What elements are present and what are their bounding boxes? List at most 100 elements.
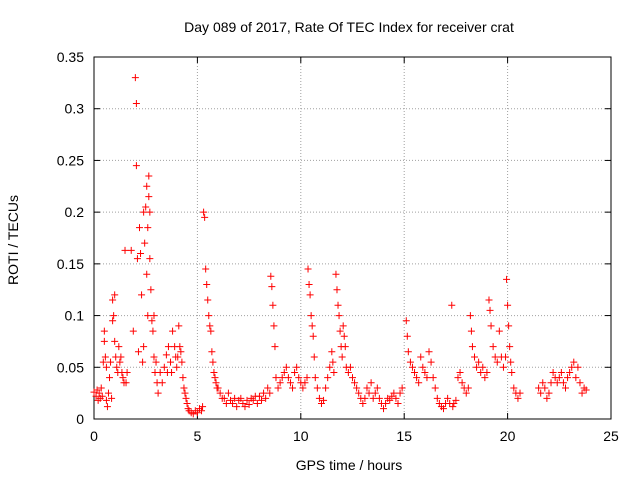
data-point xyxy=(539,379,547,387)
y-tick-label: 0.35 xyxy=(57,49,84,65)
data-point xyxy=(123,368,131,376)
data-point xyxy=(485,296,493,304)
data-point xyxy=(382,399,390,407)
data-point xyxy=(404,348,412,356)
data-point xyxy=(483,368,491,376)
data-point xyxy=(129,327,137,335)
data-point xyxy=(284,374,292,382)
data-point xyxy=(477,368,485,376)
data-point xyxy=(328,348,336,356)
data-point xyxy=(545,389,553,397)
x-tick-label: 5 xyxy=(194,428,202,444)
data-point xyxy=(280,368,288,376)
data-point xyxy=(233,403,241,411)
data-point xyxy=(514,394,522,402)
data-point xyxy=(198,407,206,415)
data-point xyxy=(278,374,286,382)
data-point xyxy=(578,389,586,397)
data-point xyxy=(260,389,268,397)
data-point xyxy=(141,239,149,247)
data-point xyxy=(454,374,462,382)
data-point xyxy=(169,327,177,335)
data-point xyxy=(439,405,447,413)
data-point xyxy=(116,358,124,366)
data-point xyxy=(431,384,439,392)
y-tick-label: 0.3 xyxy=(65,101,85,117)
y-tick-label: 0.1 xyxy=(65,308,85,324)
data-point xyxy=(549,368,557,376)
data-point xyxy=(150,353,158,361)
data-point xyxy=(310,353,318,361)
data-point xyxy=(359,399,367,407)
data-point xyxy=(147,286,155,294)
data-point xyxy=(495,327,503,335)
data-point xyxy=(535,384,543,392)
data-point xyxy=(115,343,123,351)
data-point xyxy=(303,374,311,382)
data-point xyxy=(253,399,261,407)
data-point xyxy=(425,348,433,356)
data-point xyxy=(346,363,354,371)
data-point xyxy=(341,343,349,351)
data-point xyxy=(504,301,512,309)
data-point xyxy=(458,379,466,387)
data-point xyxy=(117,353,125,361)
data-point xyxy=(499,363,507,371)
data-point xyxy=(334,301,342,309)
data-point xyxy=(506,343,514,351)
data-point xyxy=(139,358,147,366)
data-point xyxy=(264,384,272,392)
data-point xyxy=(562,384,570,392)
x-axis-title: GPS time / hours xyxy=(296,457,403,473)
data-point xyxy=(330,368,338,376)
data-point xyxy=(108,394,116,402)
data-point xyxy=(201,213,209,221)
data-point xyxy=(489,343,497,351)
x-tick-label: 15 xyxy=(396,428,412,444)
data-point xyxy=(267,272,275,280)
data-point xyxy=(415,379,423,387)
data-point xyxy=(322,384,330,392)
data-point xyxy=(145,172,153,180)
data-point xyxy=(503,275,511,283)
x-tick-label: 20 xyxy=(500,428,516,444)
data-point xyxy=(109,317,117,325)
data-point xyxy=(367,379,375,387)
data-point xyxy=(481,374,489,382)
data-point xyxy=(324,374,332,382)
data-point xyxy=(146,255,154,263)
data-point xyxy=(363,384,371,392)
data-point xyxy=(421,368,429,376)
data-point xyxy=(419,363,427,371)
data-point xyxy=(557,368,565,376)
data-point xyxy=(173,363,181,371)
data-point xyxy=(293,363,301,371)
data-point xyxy=(392,394,400,402)
data-point xyxy=(349,374,356,382)
data-point xyxy=(326,363,334,371)
data-point xyxy=(572,374,580,382)
data-point xyxy=(369,394,377,402)
data-point xyxy=(274,384,282,392)
data-point xyxy=(182,394,190,402)
data-point xyxy=(272,374,280,382)
data-point xyxy=(268,283,276,291)
y-tick-label: 0 xyxy=(76,411,84,427)
data-point xyxy=(132,100,140,108)
data-point xyxy=(403,332,411,340)
data-point xyxy=(468,343,476,351)
data-point xyxy=(411,368,419,376)
data-point xyxy=(176,343,184,351)
data-point xyxy=(107,358,115,366)
data-point xyxy=(333,286,341,294)
data-point xyxy=(423,374,431,382)
data-point xyxy=(491,353,499,361)
data-point xyxy=(266,389,274,397)
data-point xyxy=(508,368,516,376)
data-point xyxy=(209,358,217,366)
data-point xyxy=(143,182,151,190)
data-point xyxy=(243,396,251,404)
data-point xyxy=(338,353,346,361)
data-point xyxy=(541,384,549,392)
data-point xyxy=(329,358,337,366)
